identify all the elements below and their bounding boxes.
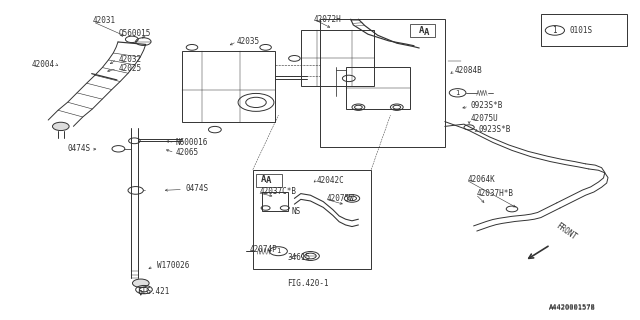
Text: 0101S: 0101S — [570, 26, 593, 35]
Bar — [541, 14, 627, 46]
Text: 0923S*B: 0923S*B — [479, 125, 511, 134]
Bar — [182, 51, 275, 122]
Bar — [346, 67, 410, 109]
Text: FIG.421: FIG.421 — [138, 287, 170, 296]
Text: FRONT: FRONT — [554, 221, 578, 242]
Text: 42032: 42032 — [118, 55, 141, 64]
Text: 42074P: 42074P — [250, 245, 277, 254]
Text: FIG.420-1: FIG.420-1 — [287, 279, 328, 288]
Bar — [256, 174, 282, 187]
Text: NS: NS — [291, 207, 300, 216]
Circle shape — [132, 279, 149, 287]
Text: 42025: 42025 — [118, 64, 141, 73]
Text: 42064K: 42064K — [467, 175, 495, 184]
Text: 34615: 34615 — [288, 253, 311, 262]
Text: 0474S: 0474S — [186, 184, 209, 193]
Text: A: A — [266, 176, 271, 185]
Text: A4420001578: A4420001578 — [549, 304, 596, 310]
Text: 42072H: 42072H — [314, 15, 341, 24]
Text: 1: 1 — [552, 26, 557, 35]
Bar — [253, 170, 371, 269]
Text: 1: 1 — [456, 90, 460, 96]
Text: A4420001578: A4420001578 — [549, 305, 596, 311]
Text: W170026: W170026 — [157, 261, 189, 270]
Text: 42004: 42004 — [32, 60, 55, 68]
Text: 0923S*B: 0923S*B — [470, 101, 503, 110]
Text: 42031: 42031 — [93, 16, 116, 25]
Text: 42065: 42065 — [176, 148, 199, 156]
Text: 1: 1 — [276, 248, 280, 254]
Text: A: A — [419, 26, 424, 35]
Text: 42075W: 42075W — [326, 194, 354, 203]
Bar — [320, 19, 445, 147]
Text: A: A — [424, 28, 429, 36]
Bar — [301, 30, 374, 86]
Text: 42075U: 42075U — [470, 114, 498, 123]
Circle shape — [52, 122, 69, 131]
Text: 42084B: 42084B — [454, 66, 482, 75]
Text: A: A — [261, 175, 266, 184]
Bar — [410, 24, 435, 37]
Text: 42037H*B: 42037H*B — [477, 189, 514, 198]
Text: 42035: 42035 — [237, 37, 260, 46]
Text: Q560015: Q560015 — [118, 29, 151, 38]
Text: 42037C*B: 42037C*B — [259, 188, 296, 196]
Bar — [262, 192, 288, 211]
Text: 42042C: 42042C — [317, 176, 344, 185]
Text: 0474S: 0474S — [67, 144, 90, 153]
Text: N600016: N600016 — [176, 138, 209, 147]
